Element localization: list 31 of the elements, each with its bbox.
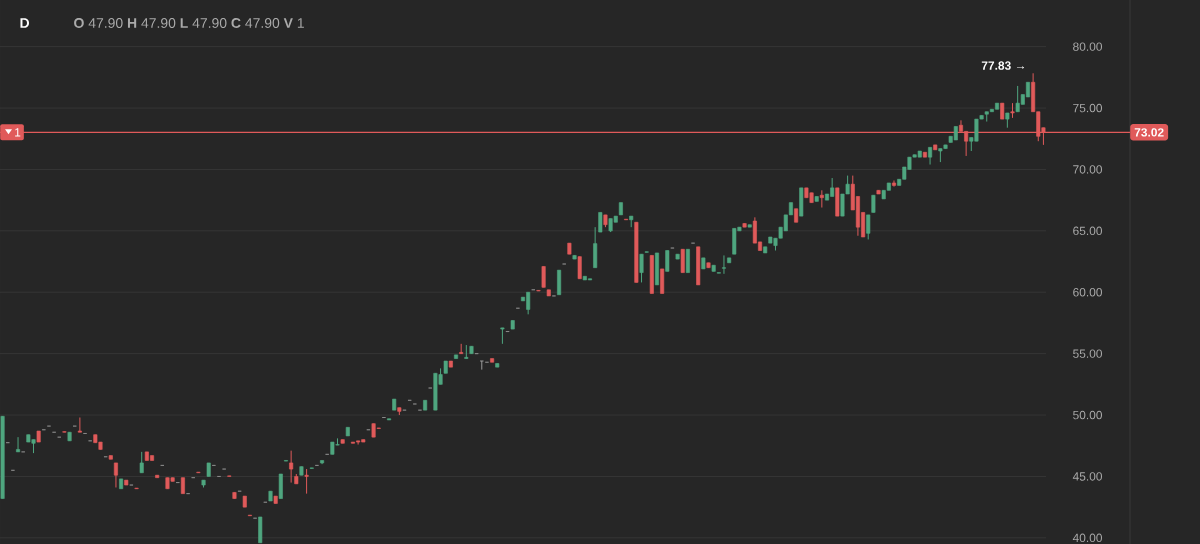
candlestick [139, 451, 144, 474]
y-tick-label: 60.00 [1073, 288, 1103, 297]
candlestick [113, 462, 118, 488]
annotation: 77.83 → [981, 61, 1025, 70]
y-tick-label: 40.00 [1072, 533, 1103, 543]
candlestick [680, 248, 685, 274]
candlestick [16, 436, 21, 453]
y-tick-label: 65.00 [1073, 226, 1103, 236]
text: O 47.90 H 47.90 L 47.90 C 47.90 V 1 [74, 18, 304, 28]
candlestick [639, 253, 644, 283]
candlestick [891, 180, 896, 188]
candlestick [721, 254, 726, 275]
ref-line-label: 73.02 [1134, 128, 1164, 137]
candlestick [685, 248, 690, 274]
candlestick [598, 211, 603, 233]
y-tick-label: 55.00 [1073, 349, 1103, 358]
y-tick-label: 45.00 [1072, 472, 1103, 481]
y-tick-label: 80.00 [1073, 42, 1103, 51]
annotation: 1 [15, 128, 21, 137]
text: D [20, 18, 30, 28]
candlestick [289, 450, 294, 484]
y-tick-label: 70.00 [1073, 165, 1103, 174]
candlestick [541, 265, 546, 288]
candlestick [77, 417, 82, 433]
y-tick-label: 50.00 [1073, 410, 1103, 420]
candlestick [866, 214, 871, 240]
candlestick [665, 249, 670, 272]
candlestick [304, 468, 309, 495]
y-tick-label: 75.00 [1073, 103, 1103, 113]
candlestick [577, 256, 582, 280]
candlestick [819, 189, 824, 209]
